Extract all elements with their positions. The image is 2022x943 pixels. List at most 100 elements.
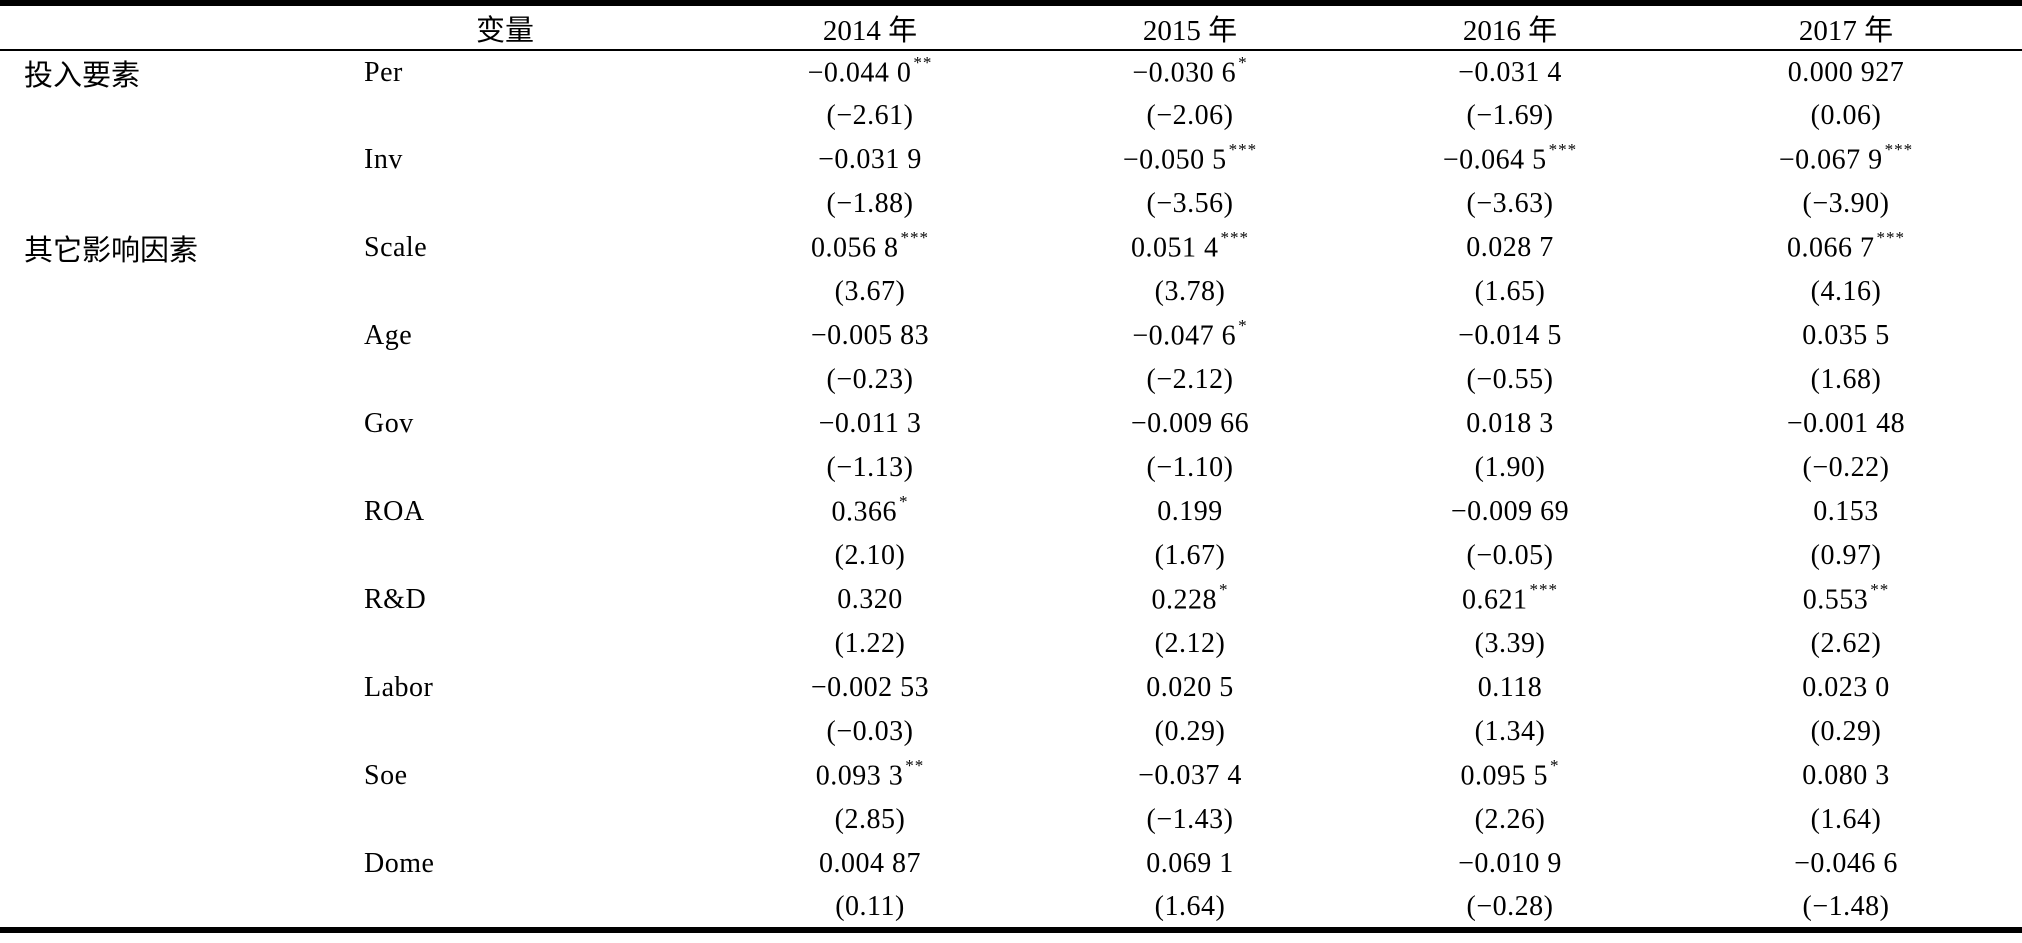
group-label-blank [0,94,300,138]
variable-label-blank [300,886,710,930]
variable-label: Inv [364,144,403,175]
coefficient-cell: 0.035 5 [1670,314,2022,358]
coefficient-value: 0.028 7 [1466,232,1554,263]
coefficient-value: −0.047 6 [1132,320,1237,352]
tstat-cell: (2.85) [834,804,906,835]
coefficient-cell: 0.020 5 [1030,666,1350,710]
tstat-cell: (1.64) [1154,890,1226,922]
coefficient-value: −0.044 0 [807,57,912,89]
coefficient-cell: 0.118 [1350,666,1670,710]
coefficient-value: 0.023 0 [1802,672,1890,703]
table-row-coefficient: Labor −0.002 53 0.020 5 0.118 0.023 0 [0,666,2022,710]
significance-stars: *** [1529,580,1558,600]
coefficient-cell: −0.046 6 [1670,842,2022,886]
group-label [0,138,300,182]
variable-label: Scale [364,232,428,263]
group-label: 其它影响因素 [24,235,199,267]
group-label [0,578,300,622]
tstat-cell: (2.26) [1474,804,1546,835]
coefficient-value: 0.553 [1802,584,1869,616]
tstat-cell: (−1.43) [1146,804,1234,835]
coefficient-cell: −0.031 9 [710,138,1030,182]
tstat-cell: (1.90) [1474,452,1546,483]
coefficient-cell: 0.004 87 [710,842,1030,886]
coefficient-cell: −0.067 9 *** [1670,138,2022,182]
coefficient-value: −0.064 5 [1442,144,1547,176]
coefficient-cell: 0.023 0 [1670,666,2022,710]
group-label-blank [0,710,300,754]
group-label-blank [0,270,300,314]
variable-label-blank [300,446,710,490]
variable-label: Soe [364,760,408,791]
table-row-tstat: (3.67) (3.78) (1.65) (4.16) [0,270,2022,314]
coefficient-value: 0.621 [1462,584,1528,616]
table-row-coefficient: Dome 0.004 87 0.069 1 −0.010 9 −0.046 6 [0,842,2022,886]
coefficient-value: 0.080 3 [1802,760,1890,791]
coefficient-cell: −0.009 69 [1350,490,1670,534]
significance-stars: * [1219,580,1229,600]
table-row-coefficient: ROA 0.366 * 0.199 −0.009 69 0.153 [0,490,2022,534]
tstat-cell: (−2.12) [1146,364,1234,395]
significance-stars: * [899,492,909,512]
coefficient-value: −0.031 9 [818,144,922,175]
tstat-cell: (2.10) [834,540,906,571]
tstat-cell: (−1.48) [1802,890,1890,922]
significance-stars: * [1550,756,1560,776]
variable-label-blank [300,534,710,578]
table-row-coefficient: Inv −0.031 9 −0.050 5 *** −0.064 5 *** −0.067 … [0,138,2022,182]
group-label [0,402,300,446]
coefficient-cell: −0.044 0 ** [710,50,1030,94]
header-year-2014: 2014 年 [822,14,918,47]
coefficient-cell: 0.051 4 *** [1030,226,1350,270]
tstat-cell: (−2.06) [1146,100,1234,131]
coefficient-value: 0.020 5 [1146,672,1234,703]
variable-label: Gov [364,408,414,439]
variable-label-blank [300,798,710,842]
coefficient-cell: 0.320 [710,578,1030,622]
group-label [0,842,300,886]
coefficient-value: 0.069 1 [1146,848,1234,879]
group-label-blank [0,622,300,666]
coefficient-cell: −0.011 3 [710,402,1030,446]
variable-label-blank [300,270,710,314]
coefficient-cell: 0.621 *** [1350,578,1670,622]
variable-label-blank [300,710,710,754]
tstat-cell: (3.39) [1474,628,1546,659]
tstat-cell: (−2.61) [826,100,914,131]
variable-label: Per [364,56,403,88]
variable-label-blank [300,94,710,138]
table-row-tstat: (2.85) (−1.43) (2.26) (1.64) [0,798,2022,842]
coefficient-cell: 0.228 * [1030,578,1350,622]
coefficient-cell: −0.030 6 * [1030,50,1350,94]
variable-label: R&D [364,584,427,615]
coefficient-value: −0.005 83 [810,320,930,351]
coefficient-cell: −0.005 83 [710,314,1030,358]
coefficient-value: −0.009 69 [1450,496,1570,527]
tstat-cell: (1.65) [1474,276,1546,307]
group-label [0,490,300,534]
table-row-tstat: (0.11) (1.64) (−0.28) (−1.48) [0,886,2022,930]
coefficient-value: 0.000 927 [1787,56,1905,88]
coefficient-cell: −0.037 4 [1030,754,1350,798]
group-label [0,666,300,710]
table-row-tstat: (−0.23) (−2.12) (−0.55) (1.68) [0,358,2022,402]
tstat-cell: (−1.13) [826,452,914,483]
tstat-cell: (1.68) [1810,364,1882,395]
table-row-tstat: (−0.03) (0.29) (1.34) (0.29) [0,710,2022,754]
tstat-cell: (−3.63) [1466,188,1554,219]
group-label [0,314,300,358]
tstat-cell: (−0.55) [1466,364,1554,395]
header-year-2016: 2016 年 [1462,14,1558,47]
coefficient-cell: 0.199 [1030,490,1350,534]
coefficient-value: −0.009 66 [1130,408,1250,439]
coefficient-value: 0.051 4 [1131,232,1219,264]
coefficient-cell: 0.066 7 *** [1670,226,2022,270]
coefficient-value: −0.001 48 [1786,408,1906,439]
tstat-cell: (1.22) [834,628,906,659]
table-row-tstat: (−1.13) (−1.10) (1.90) (−0.22) [0,446,2022,490]
coefficient-cell: −0.031 4 [1350,50,1670,94]
tstat-cell: (0.29) [1810,716,1882,747]
tstat-cell: (0.06) [1810,100,1882,131]
group-label-blank [0,798,300,842]
